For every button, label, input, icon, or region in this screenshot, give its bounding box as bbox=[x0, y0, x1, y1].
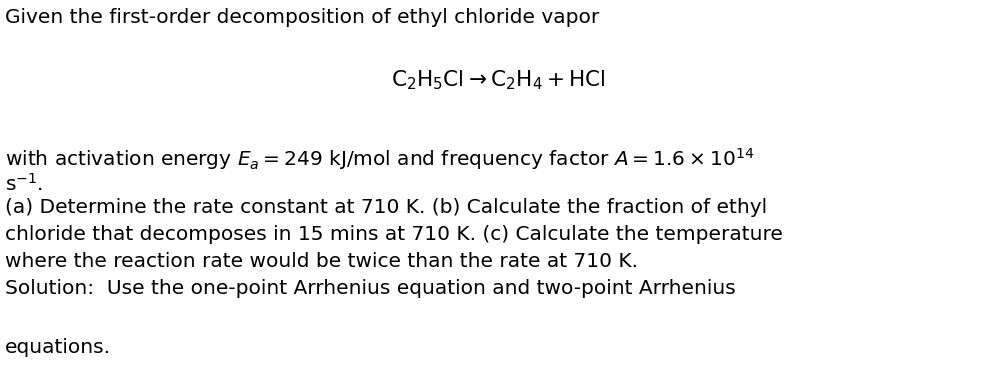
Text: Solution:  Use the one-point Arrhenius equation and two-point Arrhenius: Solution: Use the one-point Arrhenius eq… bbox=[5, 279, 736, 298]
Text: s$^{-1}$.: s$^{-1}$. bbox=[5, 173, 43, 195]
Text: where the reaction rate would be twice than the rate at 710 K.: where the reaction rate would be twice t… bbox=[5, 252, 638, 271]
Text: equations.: equations. bbox=[5, 338, 111, 357]
Text: $\mathrm{C_2H_5Cl} \rightarrow \mathrm{C_2H_4} + \mathrm{HCl}$: $\mathrm{C_2H_5Cl} \rightarrow \mathrm{C… bbox=[390, 68, 606, 92]
Text: (a) Determine the rate constant at 710 K. (b) Calculate the fraction of ethyl: (a) Determine the rate constant at 710 K… bbox=[5, 198, 767, 217]
Text: chloride that decomposes in 15 mins at 710 K. (c) Calculate the temperature: chloride that decomposes in 15 mins at 7… bbox=[5, 225, 783, 244]
Text: with activation energy $E_a = 249$ kJ/mol and frequency factor $A = 1.6\times10^: with activation energy $E_a = 249$ kJ/mo… bbox=[5, 146, 754, 172]
Text: Given the first-order decomposition of ethyl chloride vapor: Given the first-order decomposition of e… bbox=[5, 8, 600, 27]
